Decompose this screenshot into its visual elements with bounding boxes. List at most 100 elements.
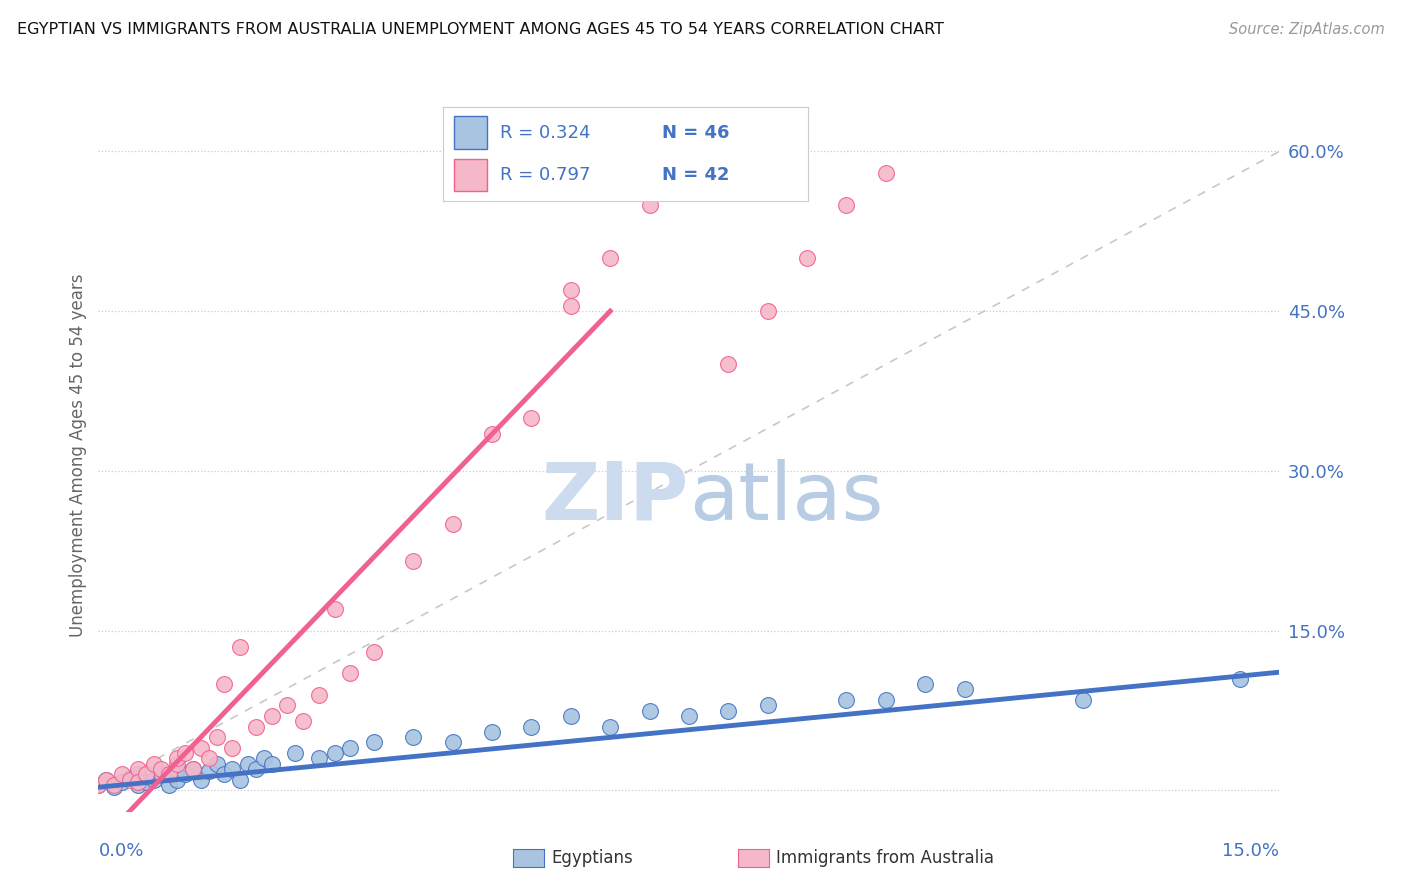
Point: [150, 762, 173, 776]
Point: [638, 704, 661, 718]
Point: [323, 746, 346, 760]
Text: atlas: atlas: [689, 458, 883, 537]
Point: [103, 780, 125, 795]
Point: [166, 762, 188, 776]
Point: [127, 767, 149, 781]
Point: [157, 778, 180, 792]
Point: [953, 682, 976, 697]
Point: [402, 554, 425, 568]
FancyBboxPatch shape: [454, 159, 486, 191]
Point: [103, 778, 125, 792]
Point: [560, 283, 582, 297]
Point: [174, 767, 197, 781]
Point: [717, 358, 740, 372]
Point: [111, 767, 134, 781]
Point: [245, 762, 267, 776]
Point: [481, 724, 503, 739]
Point: [181, 762, 204, 776]
Point: [197, 751, 219, 765]
Point: [638, 197, 661, 211]
Point: [914, 677, 936, 691]
Point: [245, 719, 267, 733]
Point: [214, 677, 236, 691]
Point: [599, 251, 621, 265]
Point: [229, 772, 252, 787]
Point: [253, 751, 276, 765]
Point: [441, 735, 464, 749]
Point: [835, 693, 858, 707]
Point: [135, 767, 157, 781]
Point: [756, 304, 779, 318]
Point: [127, 778, 149, 792]
Point: [875, 166, 897, 180]
Point: [1071, 693, 1094, 707]
Point: [142, 772, 165, 787]
Point: [678, 709, 700, 723]
Point: [308, 751, 330, 765]
Point: [520, 719, 543, 733]
Text: 0.0%: 0.0%: [98, 841, 143, 860]
Text: R = 0.324: R = 0.324: [499, 124, 591, 142]
Point: [520, 410, 543, 425]
Text: ZIP: ZIP: [541, 458, 689, 537]
Point: [323, 602, 346, 616]
Point: [197, 764, 219, 779]
Point: [221, 762, 243, 776]
Text: Egyptians: Egyptians: [551, 849, 633, 867]
Point: [111, 775, 134, 789]
Point: [118, 771, 141, 785]
Point: [835, 197, 858, 211]
Point: [236, 756, 259, 771]
Point: [875, 693, 897, 707]
Point: [756, 698, 779, 713]
Point: [292, 714, 315, 729]
Point: [135, 775, 157, 789]
Point: [481, 426, 503, 441]
Point: [284, 746, 307, 760]
Text: N = 42: N = 42: [662, 166, 730, 184]
Point: [96, 772, 118, 787]
Point: [717, 704, 740, 718]
Point: [560, 709, 582, 723]
Point: [190, 772, 212, 787]
Point: [157, 767, 180, 781]
Point: [276, 698, 298, 713]
Point: [339, 740, 361, 755]
Point: [166, 751, 188, 765]
Point: [260, 756, 283, 771]
Point: [205, 756, 228, 771]
Point: [1229, 672, 1251, 686]
Point: [214, 767, 236, 781]
Text: EGYPTIAN VS IMMIGRANTS FROM AUSTRALIA UNEMPLOYMENT AMONG AGES 45 TO 54 YEARS COR: EGYPTIAN VS IMMIGRANTS FROM AUSTRALIA UN…: [17, 22, 943, 37]
Point: [150, 767, 173, 781]
Point: [402, 730, 425, 744]
Point: [127, 775, 149, 789]
Point: [166, 772, 188, 787]
Point: [205, 730, 228, 744]
Text: 15.0%: 15.0%: [1222, 841, 1279, 860]
Point: [363, 645, 385, 659]
Point: [127, 762, 149, 776]
Point: [339, 666, 361, 681]
Text: R = 0.797: R = 0.797: [499, 166, 591, 184]
Point: [229, 640, 252, 654]
Text: Immigrants from Australia: Immigrants from Australia: [776, 849, 994, 867]
Point: [181, 762, 204, 776]
Point: [363, 735, 385, 749]
Point: [599, 719, 621, 733]
Point: [190, 740, 212, 755]
Y-axis label: Unemployment Among Ages 45 to 54 years: Unemployment Among Ages 45 to 54 years: [69, 273, 87, 637]
Point: [441, 517, 464, 532]
Point: [174, 746, 197, 760]
Point: [142, 756, 165, 771]
Point: [118, 772, 141, 787]
Text: N = 46: N = 46: [662, 124, 730, 142]
Text: Source: ZipAtlas.com: Source: ZipAtlas.com: [1229, 22, 1385, 37]
Point: [96, 772, 118, 787]
Point: [166, 756, 188, 771]
Point: [260, 709, 283, 723]
Point: [87, 778, 110, 792]
Point: [796, 251, 818, 265]
Point: [308, 688, 330, 702]
FancyBboxPatch shape: [454, 116, 486, 149]
